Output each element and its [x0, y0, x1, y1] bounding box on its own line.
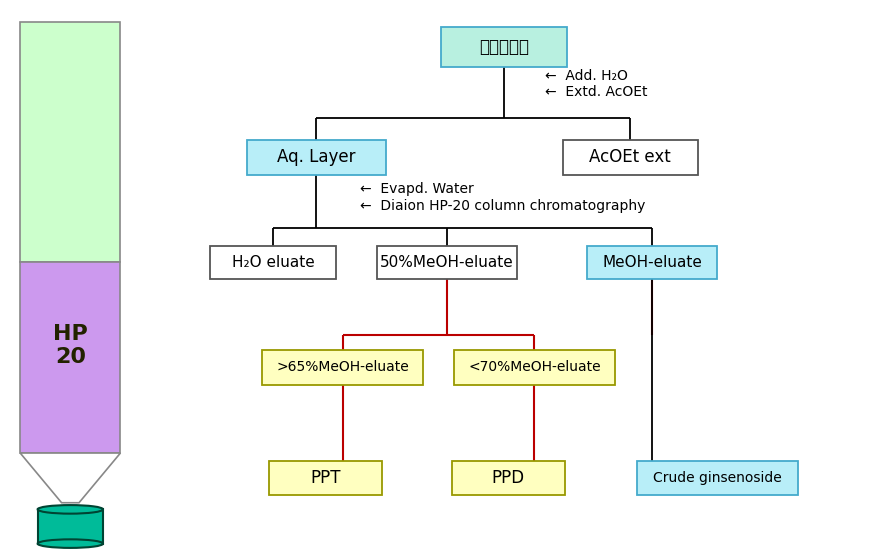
- Bar: [452, 461, 565, 495]
- Bar: [563, 140, 698, 175]
- Ellipse shape: [38, 505, 103, 514]
- Bar: [20, 262, 120, 453]
- Bar: [246, 140, 386, 175]
- Text: ←  Add. H₂O: ← Add. H₂O: [545, 69, 628, 83]
- Text: 50%MeOH-eluate: 50%MeOH-eluate: [381, 255, 514, 270]
- Ellipse shape: [38, 540, 103, 548]
- Text: ←  Diaion HP-20 column chromatography: ← Diaion HP-20 column chromatography: [360, 199, 645, 213]
- Text: Aq. Layer: Aq. Layer: [277, 148, 356, 166]
- Bar: [38, 509, 103, 543]
- Bar: [20, 22, 120, 262]
- Text: H₂O eluate: H₂O eluate: [232, 255, 314, 270]
- Text: HP
20: HP 20: [53, 324, 88, 367]
- Text: Crude ginsenoside: Crude ginsenoside: [653, 471, 781, 485]
- Text: 인삼지상부: 인삼지상부: [479, 38, 529, 56]
- Bar: [637, 461, 798, 495]
- Bar: [453, 350, 615, 384]
- Bar: [210, 246, 336, 279]
- Text: AcOEt ext: AcOEt ext: [589, 148, 671, 166]
- Text: ←  Evapd. Water: ← Evapd. Water: [360, 182, 474, 196]
- Bar: [440, 27, 567, 67]
- Text: >65%MeOH-eluate: >65%MeOH-eluate: [276, 360, 409, 374]
- Text: <70%MeOH-eluate: <70%MeOH-eluate: [468, 360, 601, 374]
- Text: ←  Extd. AcOEt: ← Extd. AcOEt: [545, 85, 647, 99]
- Text: MeOH-eluate: MeOH-eluate: [602, 255, 702, 270]
- Polygon shape: [20, 453, 120, 503]
- Text: PPD: PPD: [492, 469, 524, 487]
- Bar: [587, 246, 717, 279]
- Bar: [262, 350, 424, 384]
- Bar: [268, 461, 381, 495]
- Text: PPT: PPT: [310, 469, 340, 487]
- Bar: [377, 246, 517, 279]
